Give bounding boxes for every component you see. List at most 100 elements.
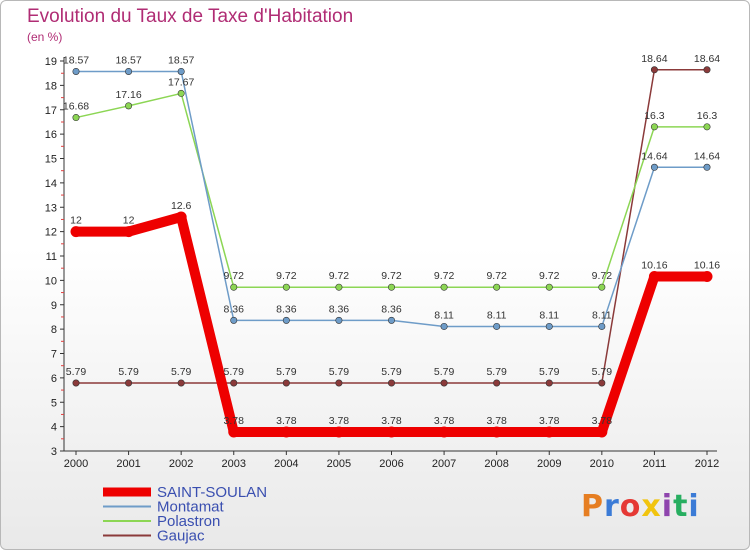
- data-point: [493, 379, 501, 387]
- data-point: [280, 426, 292, 438]
- y-tick-label: 4: [51, 422, 57, 434]
- x-tick-label: 2010: [590, 458, 614, 470]
- x-tick-label: 2008: [484, 458, 508, 470]
- data-point: [543, 426, 555, 438]
- data-label: 17.16: [115, 89, 141, 101]
- x-tick-label: 2003: [222, 458, 246, 470]
- data-label: 12: [70, 215, 82, 227]
- data-point: [648, 270, 660, 282]
- data-point: [177, 379, 185, 387]
- data-point: [123, 226, 135, 238]
- data-point: [333, 426, 345, 438]
- data-point: [387, 379, 395, 387]
- data-point: [438, 426, 450, 438]
- logo-letter: P: [581, 489, 604, 524]
- logo-letter: t: [673, 489, 689, 524]
- data-label: 3.78: [592, 415, 613, 427]
- data-label: 5.79: [592, 366, 613, 378]
- data-label: 16.3: [644, 110, 665, 122]
- x-tick-label: 2007: [432, 458, 456, 470]
- data-point: [545, 379, 553, 387]
- data-point: [230, 316, 238, 324]
- data-point: [440, 322, 448, 330]
- data-point: [493, 283, 501, 291]
- data-point: [491, 426, 503, 438]
- data-label: 3.78: [486, 415, 507, 427]
- x-tick-label: 2009: [537, 458, 561, 470]
- data-point: [230, 379, 238, 387]
- data-label: 9.72: [539, 270, 560, 282]
- data-point: [335, 316, 343, 324]
- data-label: 5.79: [66, 366, 87, 378]
- x-tick-label: 2002: [169, 458, 193, 470]
- y-tick-label: 15: [45, 154, 57, 166]
- data-point: [282, 316, 290, 324]
- data-label: 5.79: [329, 366, 350, 378]
- data-label: 5.79: [276, 366, 297, 378]
- data-point: [125, 379, 133, 387]
- data-label: 8.36: [329, 303, 350, 315]
- data-label: 3.78: [539, 415, 560, 427]
- legend-label: Polastron: [157, 513, 220, 530]
- data-label: 5.79: [224, 366, 245, 378]
- x-tick-label: 2005: [327, 458, 351, 470]
- data-label: 5.79: [434, 366, 455, 378]
- data-point: [177, 89, 185, 97]
- data-point: [335, 379, 343, 387]
- data-point: [335, 283, 343, 291]
- data-label: 14.64: [694, 150, 720, 162]
- data-point: [125, 102, 133, 110]
- data-label: 10.16: [641, 259, 667, 271]
- data-label: 9.72: [592, 270, 613, 282]
- data-point: [230, 283, 238, 291]
- proxiti-logo: Proxiti: [581, 489, 700, 524]
- logo-letter: r: [604, 489, 620, 524]
- data-point: [545, 322, 553, 330]
- data-label: 9.72: [381, 270, 402, 282]
- data-point: [440, 283, 448, 291]
- data-label: 8.11: [434, 309, 454, 321]
- data-point: [650, 163, 658, 171]
- data-point: [650, 123, 658, 131]
- data-point: [72, 67, 80, 75]
- data-point: [703, 123, 711, 131]
- y-tick-label: 11: [46, 251, 57, 263]
- x-tick-label: 2001: [116, 458, 140, 470]
- chart-title: Evolution du Taux de Taxe d'Habitation: [27, 6, 354, 27]
- data-point: [545, 283, 553, 291]
- x-tick-label: 2006: [379, 458, 403, 470]
- data-label: 5.79: [171, 366, 192, 378]
- data-label: 8.36: [224, 303, 245, 315]
- series-line-gaujac: [75, 69, 708, 384]
- data-label: 17.67: [168, 76, 194, 88]
- y-tick-label: 9: [51, 300, 57, 312]
- data-point: [598, 379, 606, 387]
- data-label: 16.68: [63, 101, 89, 113]
- data-label: 16.3: [697, 110, 718, 122]
- data-label: 5.79: [486, 366, 507, 378]
- data-point: [598, 322, 606, 330]
- x-tick-label: 2012: [695, 458, 719, 470]
- data-label: 12: [123, 215, 135, 227]
- data-label: 8.36: [276, 303, 297, 315]
- y-tick-label: 17: [45, 105, 57, 117]
- data-point: [72, 379, 80, 387]
- data-label: 8.11: [487, 309, 507, 321]
- legend-label: SAINT-SOULAN: [157, 484, 267, 501]
- y-tick-label: 12: [45, 227, 57, 239]
- y-tick-label: 7: [51, 349, 57, 361]
- data-point: [703, 66, 711, 74]
- data-label: 9.72: [486, 270, 507, 282]
- data-label: 18.57: [63, 54, 89, 66]
- data-point: [387, 316, 395, 324]
- data-label: 8.11: [592, 309, 612, 321]
- y-tick-label: 6: [51, 373, 57, 385]
- data-label: 9.72: [276, 270, 297, 282]
- data-label: 18.64: [694, 53, 720, 65]
- data-label: 9.72: [434, 270, 455, 282]
- unit-label: (en %): [27, 30, 63, 44]
- y-tick-label: 14: [45, 178, 57, 190]
- logo-letter: i: [688, 489, 700, 524]
- data-point: [493, 322, 501, 330]
